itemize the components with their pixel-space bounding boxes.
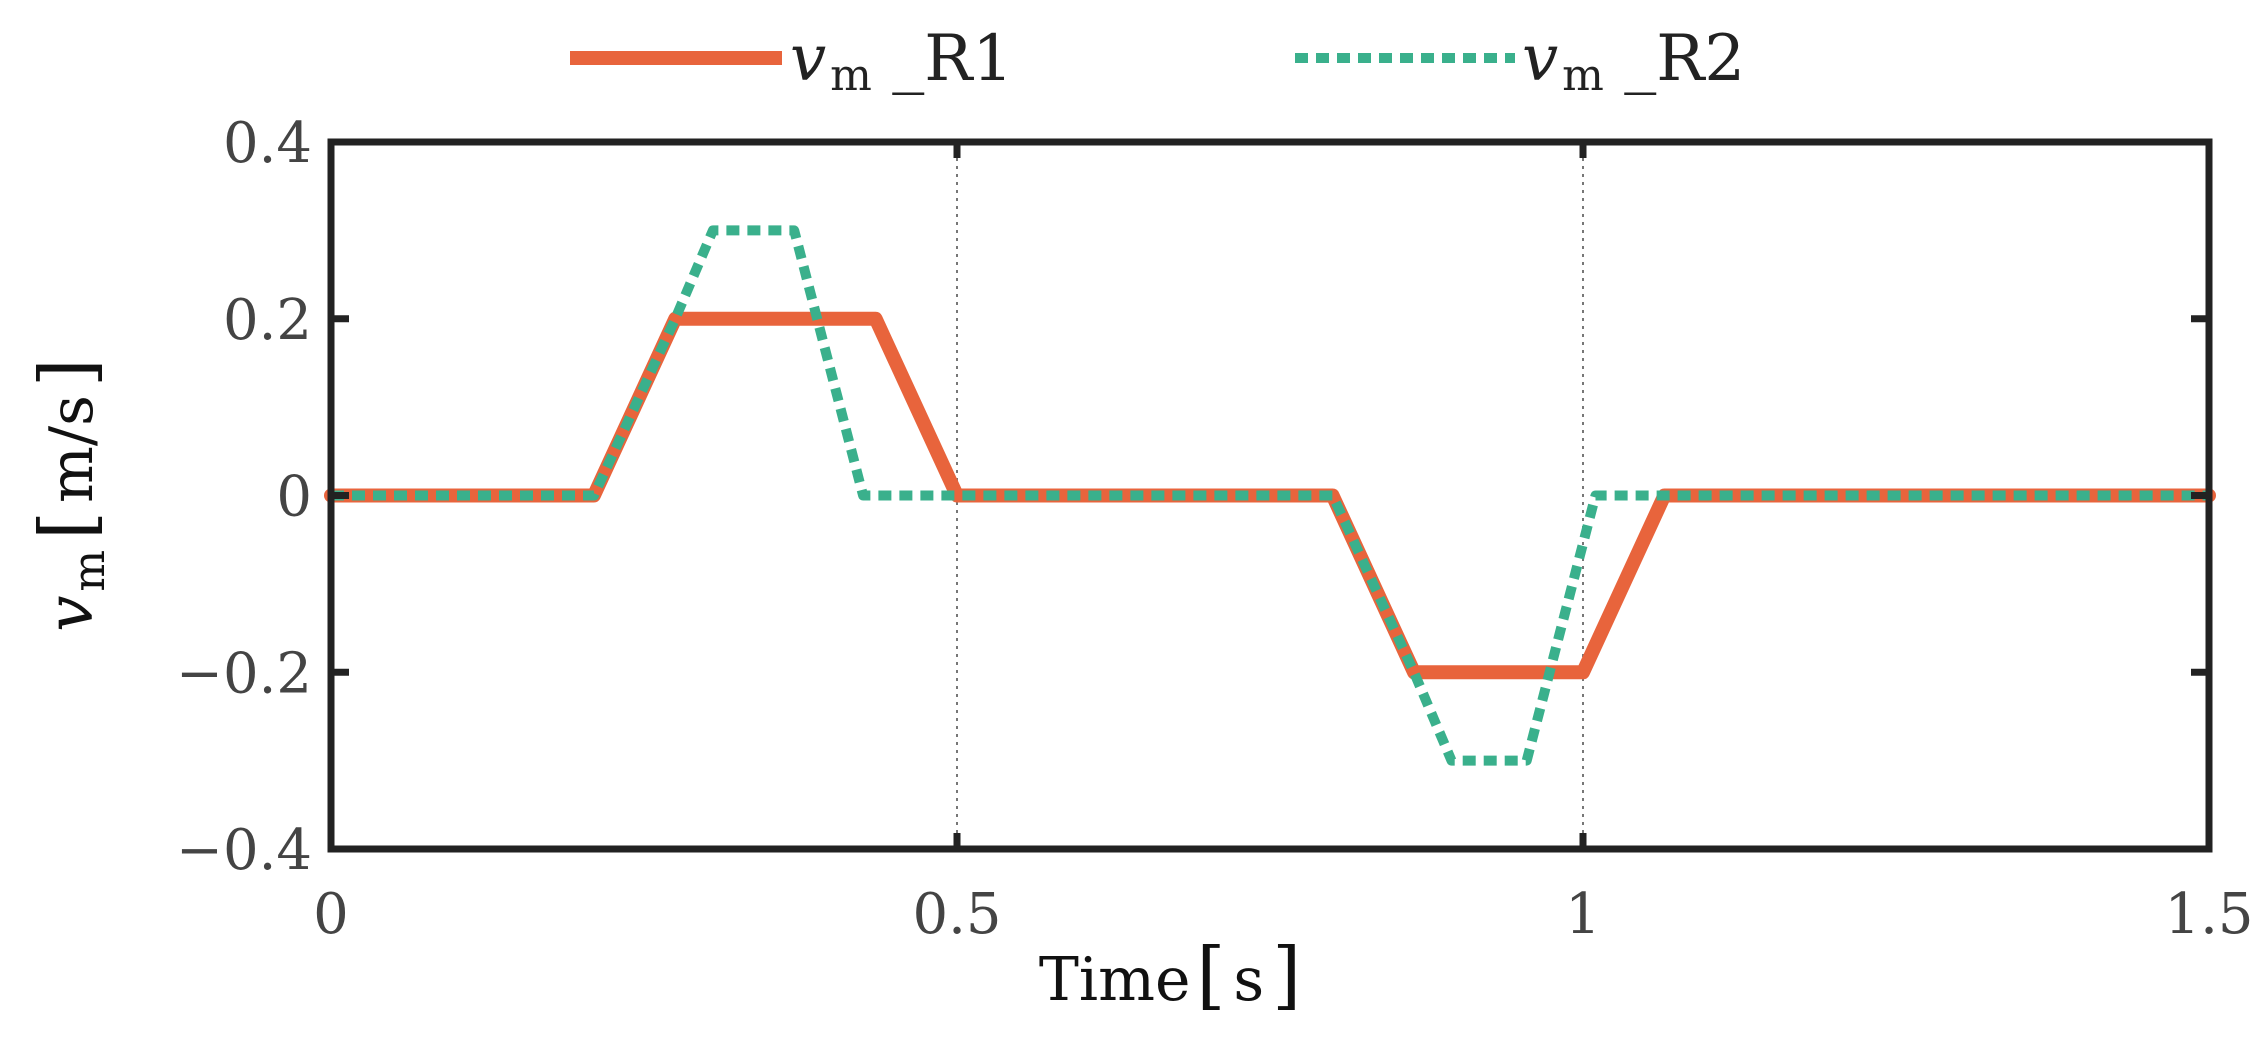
y-tick-label-0: −0.4 [176, 818, 312, 883]
y-tick-label-4: 0.4 [223, 111, 312, 176]
plot-frame [327, 138, 2213, 853]
series-group [324, 225, 2216, 766]
x-tick-label-3: 1.5 [2164, 882, 2253, 947]
y-tick-label-3: 0.2 [223, 288, 312, 353]
y-tick-label-2: 0 [276, 465, 312, 530]
series-line-r2 [331, 225, 2209, 766]
legend-label-r2: vm _R2 [1522, 22, 1745, 101]
y-tick-label-1: −0.2 [176, 641, 312, 706]
x-axis-title: Time[s] [1039, 932, 1301, 1018]
legend-label-r1: vm _R1 [790, 22, 1013, 101]
legend: vm _R1 vm _R2 [570, 22, 1745, 101]
x-tick-label-0: 0 [313, 882, 349, 947]
ticks: 0 0.5 1 1.5 −0.4 −0.2 0 0.2 0.4 [176, 111, 2254, 947]
x-tick-label-2: 1 [1565, 882, 1601, 947]
y-axis-title: vm[m/s] [24, 358, 115, 632]
x-tick-label-1: 0.5 [912, 882, 1001, 947]
series-line-r1 [324, 311, 2216, 680]
